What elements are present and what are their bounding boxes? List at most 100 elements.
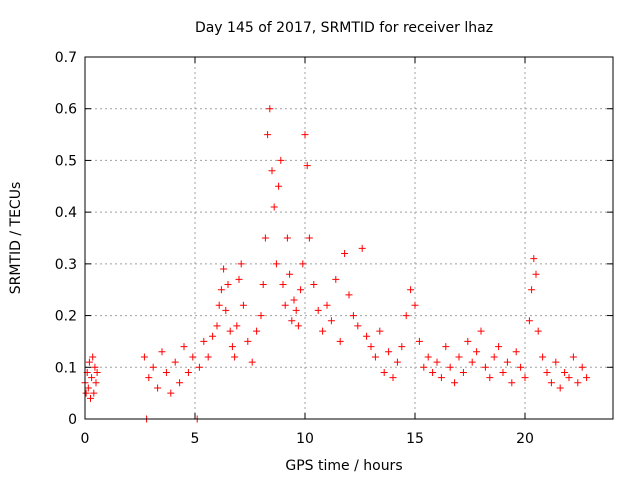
data-point <box>226 327 234 335</box>
chart-title: Day 145 of 2017, SRMTID for receiver lha… <box>195 20 493 36</box>
data-point <box>84 384 92 392</box>
data-point <box>305 234 313 242</box>
data-point <box>376 327 384 335</box>
data-points <box>81 105 591 423</box>
data-point <box>303 162 311 170</box>
data-point <box>301 131 309 139</box>
data-point <box>420 363 428 371</box>
data-point <box>145 374 153 382</box>
x-tick-label: 10 <box>296 431 314 447</box>
x-tick-label: 5 <box>191 431 200 447</box>
data-point <box>446 363 454 371</box>
y-tick-label: 0.1 <box>55 360 77 376</box>
data-point <box>407 286 415 294</box>
data-point <box>299 260 307 268</box>
axis-ticks: 0 0.1 0.2 0.3 0.4 0.5 0.6 0.7 0 5 10 15 20 <box>55 50 613 447</box>
data-point <box>464 337 472 345</box>
data-point <box>149 363 157 371</box>
data-point <box>556 384 564 392</box>
data-point <box>495 343 503 351</box>
data-point <box>578 363 586 371</box>
data-point <box>371 353 379 361</box>
data-point <box>268 167 276 175</box>
data-point <box>481 363 489 371</box>
data-point <box>290 296 298 304</box>
data-point <box>508 379 516 387</box>
data-point <box>239 301 247 309</box>
data-point <box>91 363 99 371</box>
data-point <box>222 306 230 314</box>
data-point <box>552 358 560 366</box>
data-point <box>468 358 476 366</box>
data-point <box>319 327 327 335</box>
data-point <box>217 286 225 294</box>
data-point <box>231 353 239 361</box>
data-point <box>380 368 388 376</box>
data-point <box>411 301 419 309</box>
data-point <box>512 348 520 356</box>
data-point <box>525 317 533 325</box>
data-point <box>279 281 287 289</box>
data-point <box>275 182 283 190</box>
data-point <box>213 322 221 330</box>
data-point <box>327 317 335 325</box>
data-point <box>294 322 302 330</box>
data-point <box>473 348 481 356</box>
data-point <box>451 379 459 387</box>
data-point <box>367 343 375 351</box>
data-point <box>195 363 203 371</box>
data-point <box>583 374 591 382</box>
data-point <box>257 312 265 320</box>
data-point <box>220 265 228 273</box>
data-point <box>442 343 450 351</box>
data-point <box>437 374 445 382</box>
data-point <box>82 389 90 397</box>
data-point <box>184 368 192 376</box>
data-point <box>89 353 97 361</box>
data-point <box>286 270 294 278</box>
data-point <box>332 275 340 283</box>
data-point <box>574 379 582 387</box>
y-axis-label: SRMTID / TECUs <box>8 182 24 295</box>
data-point <box>323 301 331 309</box>
grid <box>85 57 613 419</box>
data-point <box>162 368 170 376</box>
data-point <box>167 389 175 397</box>
data-point <box>215 301 223 309</box>
data-point <box>233 322 241 330</box>
data-point <box>517 363 525 371</box>
data-point <box>561 368 569 376</box>
data-point <box>336 337 344 345</box>
data-point <box>354 322 362 330</box>
y-tick-label: 0.6 <box>55 102 77 118</box>
data-point <box>532 270 540 278</box>
data-point <box>477 327 485 335</box>
data-point <box>543 368 551 376</box>
data-point <box>281 301 289 309</box>
data-point <box>534 327 542 335</box>
data-point <box>244 337 252 345</box>
data-point <box>565 374 573 382</box>
data-point <box>224 281 232 289</box>
x-tick-label: 15 <box>406 431 424 447</box>
data-point <box>85 358 93 366</box>
data-point <box>521 374 529 382</box>
data-point <box>455 353 463 361</box>
data-point <box>87 394 94 402</box>
data-point <box>503 358 511 366</box>
data-point <box>270 203 278 211</box>
data-point <box>528 286 536 294</box>
data-point <box>569 353 577 361</box>
data-point <box>235 275 243 283</box>
x-axis-label: GPS time / hours <box>285 458 402 474</box>
data-point <box>171 358 179 366</box>
data-point <box>297 286 305 294</box>
data-point <box>180 343 188 351</box>
data-point <box>237 260 245 268</box>
data-point <box>385 348 393 356</box>
data-point <box>158 348 166 356</box>
data-point <box>88 374 96 382</box>
data-point <box>490 353 498 361</box>
data-point <box>429 368 437 376</box>
data-point <box>92 379 100 387</box>
